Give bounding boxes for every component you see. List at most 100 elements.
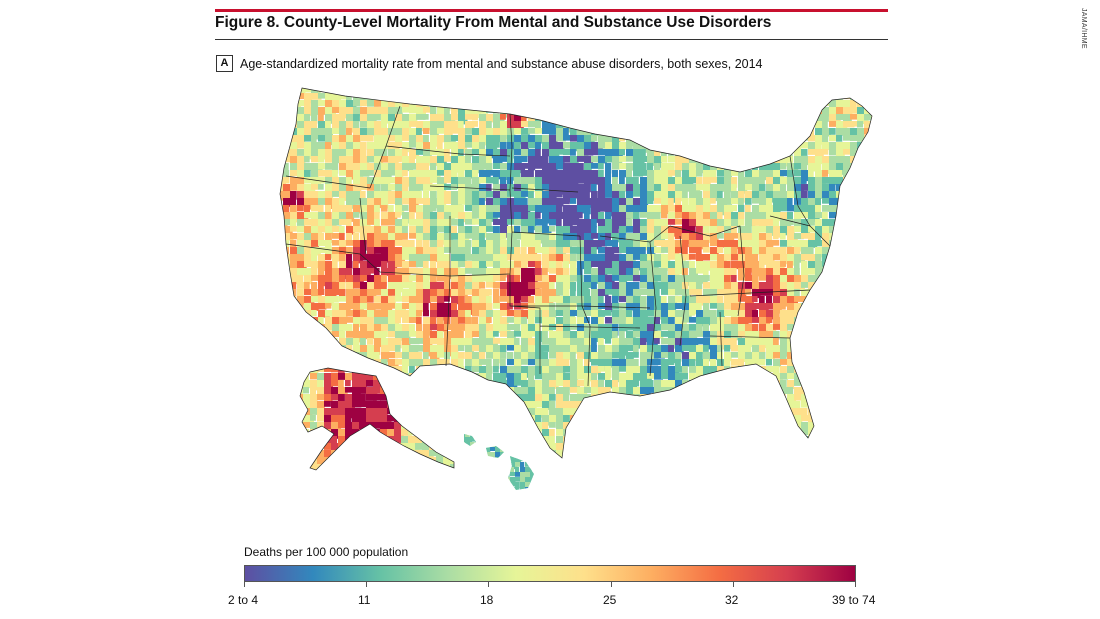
county-cell — [605, 268, 613, 275]
county-cell — [324, 436, 336, 445]
county-cell — [493, 156, 503, 167]
county-cell — [297, 345, 304, 355]
county-cell — [500, 191, 511, 202]
county-cell — [353, 205, 364, 214]
county-cell — [794, 296, 806, 302]
county-cell — [346, 198, 356, 209]
county-cell — [472, 282, 481, 293]
county-cell — [773, 387, 781, 399]
county-cell — [486, 170, 497, 176]
county-cell — [409, 296, 417, 308]
county-cell — [395, 226, 404, 238]
county-cell — [457, 436, 463, 448]
county-cell — [738, 422, 747, 431]
county-cell — [703, 429, 713, 439]
county-cell — [479, 415, 489, 426]
county-cell — [773, 205, 781, 213]
county-cell — [416, 128, 422, 136]
county-cell — [731, 345, 739, 352]
county-cell — [472, 352, 484, 362]
county-cell — [738, 282, 745, 292]
county-cell — [507, 338, 516, 347]
county-cell — [374, 352, 380, 361]
county-cell — [472, 415, 484, 426]
county-cell — [416, 408, 428, 419]
county-cell — [430, 401, 439, 408]
county-cell — [500, 429, 510, 437]
county-cell — [759, 443, 771, 454]
county-cell — [430, 366, 438, 378]
county-cell — [752, 303, 763, 309]
county-cell — [493, 366, 499, 373]
county-cell — [654, 296, 661, 307]
county-cell — [738, 93, 746, 102]
county-cell — [619, 191, 626, 201]
county-cell — [696, 170, 703, 177]
county-cell — [773, 177, 784, 185]
county-cell — [801, 184, 813, 191]
county-cell — [318, 303, 327, 310]
county-cell — [486, 415, 498, 422]
county-cell — [325, 289, 337, 297]
county-cell — [472, 394, 479, 406]
county-cell — [640, 380, 650, 392]
county-cell — [346, 142, 357, 150]
county-cell — [738, 366, 749, 375]
county-cell — [388, 401, 397, 411]
county-cell — [605, 142, 617, 154]
county-cell — [290, 429, 301, 441]
county-cell — [437, 359, 447, 366]
county-cell — [668, 366, 679, 373]
county-cell — [759, 114, 770, 125]
county-cell — [437, 422, 444, 431]
county-cell — [703, 261, 712, 271]
county-cell — [675, 324, 685, 333]
county-cell — [647, 128, 654, 135]
county-cell — [311, 170, 319, 179]
county-cell — [535, 198, 546, 205]
county-cell — [352, 401, 362, 408]
county-cell — [535, 170, 545, 180]
county-cell — [591, 191, 598, 203]
county-cell — [380, 450, 387, 457]
county-cell — [429, 401, 438, 409]
county-cell — [458, 345, 465, 352]
county-cell — [310, 422, 321, 430]
county-cell — [280, 450, 282, 458]
county-cell — [303, 450, 309, 458]
county-cell — [381, 121, 387, 130]
county-cell — [493, 114, 505, 122]
county-cell — [836, 338, 842, 344]
county-cell — [822, 338, 829, 347]
county-cell — [535, 443, 544, 451]
county-cell — [626, 317, 637, 325]
county-cell — [367, 457, 375, 458]
county-cell — [696, 107, 703, 118]
county-cell — [465, 345, 474, 356]
county-cell — [801, 401, 809, 408]
county-cell — [773, 135, 785, 143]
county-cell — [801, 422, 809, 431]
county-cell — [815, 149, 824, 159]
county-cell — [521, 268, 529, 277]
county-cell — [303, 457, 312, 467]
county-cell — [549, 100, 561, 109]
county-cell — [486, 338, 498, 346]
county-cell — [493, 324, 503, 333]
county-cell — [402, 282, 413, 289]
county-cell — [514, 401, 520, 408]
county-cell — [836, 366, 847, 373]
county-cell — [415, 394, 424, 402]
county-cell — [367, 114, 377, 124]
county-cell — [521, 359, 532, 365]
county-cell — [443, 443, 450, 452]
county-cell — [451, 401, 458, 410]
county-cell — [759, 310, 770, 320]
county-cell — [436, 436, 448, 446]
county-cell — [661, 261, 673, 271]
county-cell — [801, 282, 810, 288]
county-cell — [661, 415, 668, 423]
county-cell — [612, 387, 623, 394]
county-cell — [773, 359, 782, 368]
county-cell — [486, 177, 498, 184]
